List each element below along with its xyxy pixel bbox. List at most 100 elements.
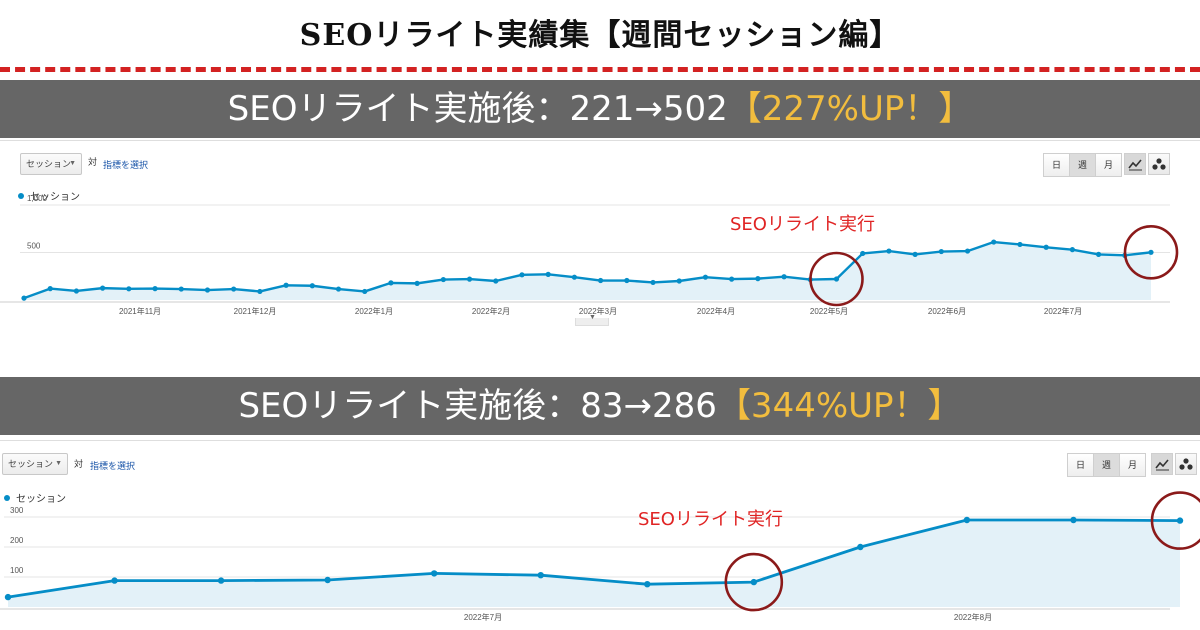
data-point <box>414 280 420 286</box>
data-point <box>257 288 263 295</box>
data-point <box>750 578 758 586</box>
period-toggle: 日 週 月 <box>1067 453 1146 477</box>
data-point <box>729 276 735 282</box>
data-point <box>676 278 682 284</box>
data-point <box>324 576 331 584</box>
line-chart-button[interactable] <box>1151 453 1173 475</box>
data-point <box>650 279 656 286</box>
session-chart-2: 300 200 100 2022年7月 2022年8月 <box>0 491 1200 622</box>
chevron-down-icon: ▼ <box>69 160 76 167</box>
data-point <box>964 248 971 254</box>
data-point <box>100 285 106 291</box>
vs-label: 対 <box>74 459 84 469</box>
highlight-ring <box>1123 225 1179 280</box>
line-chart-icon <box>1128 159 1142 171</box>
x-tick-label: 2022年2月 <box>472 306 510 316</box>
banner-2-highlight: 【344%UP！】 <box>716 386 962 426</box>
bubble-chart-icon <box>1152 158 1166 170</box>
series-line <box>23 240 1152 300</box>
series-area <box>8 520 1180 607</box>
period-month-button[interactable]: 月 <box>1119 453 1146 477</box>
section-banner-2: SEOリライト実施後：83→286【344%UP！】 <box>0 377 1200 435</box>
x-tick-label: 2022年6月 <box>928 306 966 316</box>
data-point <box>21 295 27 301</box>
y-tick-label: 300 <box>10 506 24 515</box>
x-tick-label: 2022年7月 <box>1044 306 1082 316</box>
vs-label: 対 <box>88 157 98 167</box>
highlight-ring <box>724 552 784 612</box>
metric-select-label: セッション <box>26 159 72 169</box>
series-area <box>24 242 1151 300</box>
metric-select[interactable]: セッション ▼ <box>20 153 82 175</box>
pick-metric-link[interactable]: 指標を選択 <box>90 461 136 471</box>
banner-1-main: SEOリライト実施後：221→502 <box>227 89 728 129</box>
period-toggle: 日 週 月 <box>1043 153 1122 177</box>
legend-swatch <box>18 192 24 199</box>
data-point <box>857 543 864 551</box>
data-point <box>886 248 892 254</box>
data-point <box>833 276 840 282</box>
x-tick-label: 2022年7月 <box>464 612 502 622</box>
data-point <box>938 248 944 255</box>
data-point <box>860 250 866 257</box>
bubble-chart-icon <box>1179 458 1193 470</box>
data-point <box>466 276 473 282</box>
data-point <box>755 276 761 282</box>
data-point <box>493 278 499 284</box>
session-chart-1: 1,000 500 2021年11月 2021年12月 2022年1月 2022年2月 20… <box>0 194 1179 316</box>
rewrite-annotation-2: SEOリライト実行 <box>638 509 783 530</box>
period-week-button[interactable]: 週 <box>1093 453 1120 477</box>
highlight-ring <box>809 251 864 307</box>
data-point <box>217 577 225 584</box>
x-tick-label: 2022年3月 <box>579 306 617 316</box>
collapse-tab[interactable]: ▼ <box>575 314 609 326</box>
period-month-button[interactable]: 月 <box>1095 153 1122 177</box>
data-point <box>430 570 438 577</box>
data-point <box>4 593 12 601</box>
legend-label: セッション <box>16 494 66 505</box>
data-point <box>1017 241 1023 248</box>
data-point <box>178 286 184 292</box>
line-chart-button[interactable] <box>1124 153 1146 175</box>
period-day-button[interactable]: 日 <box>1067 453 1094 477</box>
y-tick-label: 100 <box>10 566 24 575</box>
period-day-button[interactable]: 日 <box>1043 153 1070 177</box>
x-tick-label: 2021年12月 <box>234 306 277 316</box>
x-tick-label: 2022年4月 <box>697 306 735 316</box>
data-point <box>152 286 158 292</box>
data-point <box>644 581 651 588</box>
x-tick-label: 2021年11月 <box>119 306 161 316</box>
data-point <box>571 274 577 280</box>
data-point <box>545 271 551 277</box>
data-point <box>1069 247 1075 253</box>
data-point <box>519 272 525 278</box>
data-point <box>231 286 237 292</box>
data-point <box>283 282 289 288</box>
data-point <box>388 280 394 286</box>
data-point <box>111 577 118 584</box>
pick-metric-link[interactable]: 指標を選択 <box>103 160 149 170</box>
data-point <box>309 283 315 289</box>
data-point <box>204 287 211 293</box>
data-point <box>440 276 446 283</box>
data-point <box>912 251 918 257</box>
page-title: SEOリライト実績集【週間セッション編】 <box>299 18 901 53</box>
x-tick-label: 2022年5月 <box>810 306 848 316</box>
line-chart-icon <box>1155 459 1169 471</box>
chart-type-toggle <box>1122 153 1170 175</box>
series-line <box>7 518 1181 599</box>
metric-select[interactable]: セッション ▼ <box>2 453 68 475</box>
data-point <box>1148 249 1154 255</box>
banner-2-main: SEOリライト実施後：83→286 <box>238 386 717 426</box>
dashed-divider <box>0 67 1200 72</box>
motion-chart-button[interactable] <box>1148 153 1170 175</box>
data-point <box>47 286 53 292</box>
motion-chart-button[interactable] <box>1175 453 1197 475</box>
data-point <box>991 239 997 245</box>
metric-select-label: セッション <box>8 459 54 469</box>
legend-label: セッション <box>30 192 80 203</box>
data-point <box>624 277 630 284</box>
period-week-button[interactable]: 週 <box>1069 153 1096 177</box>
data-point <box>537 572 544 579</box>
